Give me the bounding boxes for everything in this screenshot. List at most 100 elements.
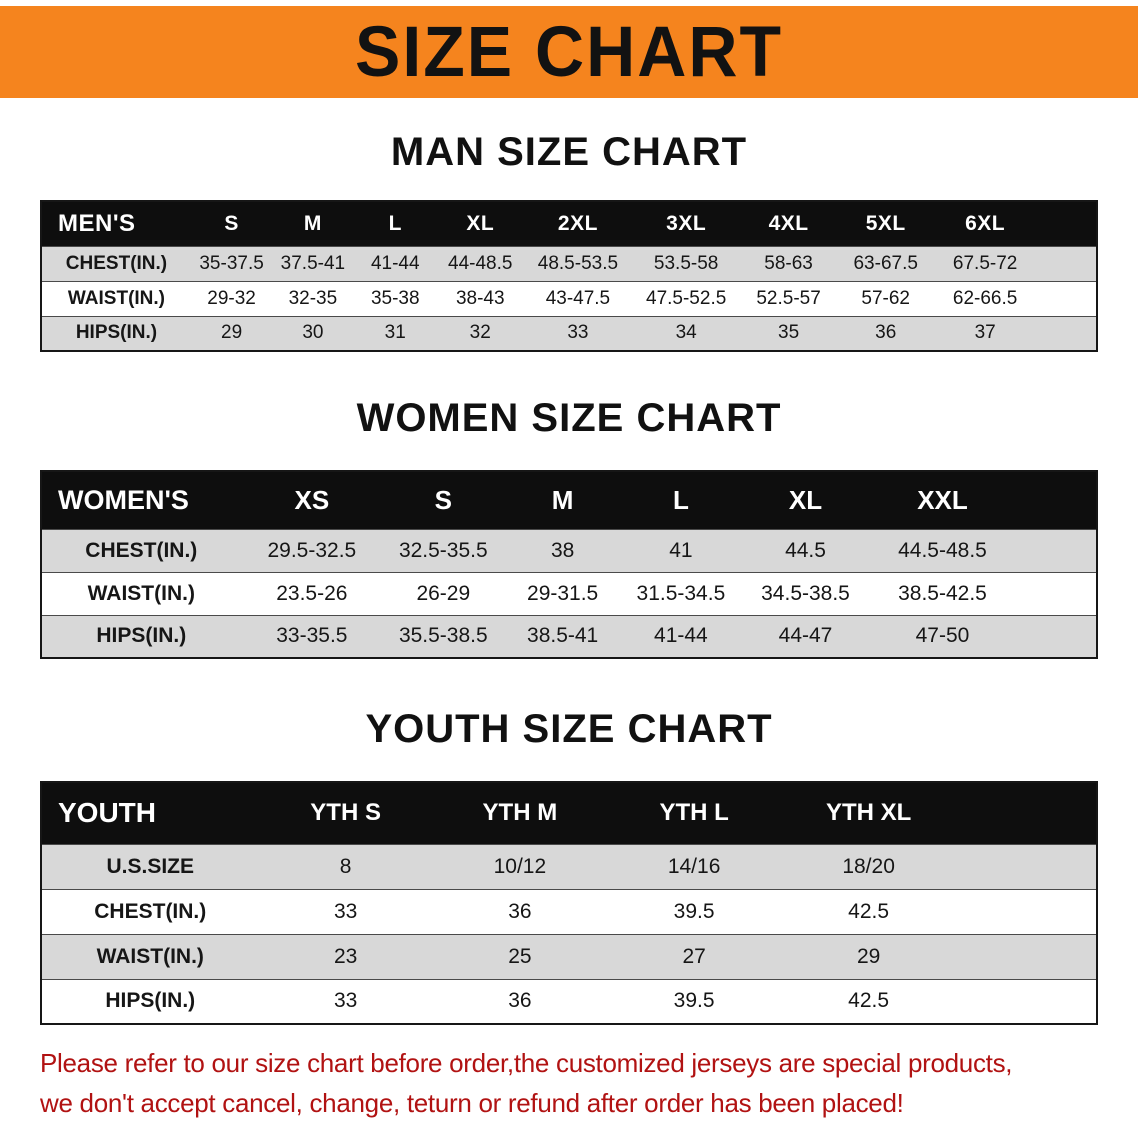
women-size-table: WOMEN'S XS S M L XL XXL CHEST(IN.) 29.5-32.5 32.5… [40, 470, 1098, 659]
youth-size-header-cell: YTH M [432, 782, 607, 844]
mens-value-cell: 33 [523, 315, 633, 351]
womens-value-cell: 26-29 [383, 571, 504, 615]
youth-value-cell: 18/20 [781, 843, 1097, 889]
mens-value-cell: 37 [934, 315, 1097, 351]
youth-row-label-cell: U.S.SIZE [41, 843, 259, 889]
womens-value-cell: 44-47 [740, 614, 871, 658]
youth-row-label-cell: WAIST(IN.) [41, 933, 259, 979]
mens-value-cell: 38-43 [436, 280, 524, 316]
youth-row-label-cell: CHEST(IN.) [41, 888, 259, 934]
mens-size-header-cell: 4XL [740, 201, 838, 246]
mens-size-header-cell: M [272, 201, 354, 246]
womens-value-cell: 44.5 [740, 528, 871, 572]
banner-title: SIZE CHART [355, 12, 783, 92]
mens-row-label-cell: CHEST(IN.) [41, 245, 191, 281]
youth-value-cell: 10/12 [432, 843, 607, 889]
youth-value-cell: 42.5 [781, 888, 1097, 934]
mens-value-cell: 43-47.5 [523, 280, 633, 316]
youth-header-row: YOUTH YTH S YTH M YTH L YTH XL [41, 782, 1097, 844]
womens-value-cell: 41-44 [621, 614, 741, 658]
womens-value-cell: 47-50 [870, 614, 1097, 658]
mens-size-header-cell: XL [436, 201, 524, 246]
womens-header-row: WOMEN'S XS S M L XL XXL [41, 471, 1097, 529]
youth-table-row: CHEST(IN.) 33 36 39.5 42.5 [41, 888, 1097, 934]
youth-table-title-cell: YOUTH [41, 782, 259, 844]
womens-table-title-cell: WOMEN'S [41, 471, 241, 529]
mens-value-cell: 67.5-72 [934, 245, 1097, 281]
womens-size-header-cell: S [383, 471, 504, 529]
womens-value-cell: 38.5-42.5 [870, 571, 1097, 615]
disclaimer: Please refer to our size chart before or… [40, 1043, 1138, 1123]
mens-value-cell: 36 [837, 315, 935, 351]
mens-value-cell: 63-67.5 [837, 245, 935, 281]
youth-size-header-cell: YTH S [258, 782, 433, 844]
mens-value-cell: 35 [740, 315, 838, 351]
womens-value-cell: 29-31.5 [503, 571, 622, 615]
mens-value-cell: 35-38 [353, 280, 437, 316]
womens-size-header-cell: XL [740, 471, 871, 529]
mens-size-header-cell: 3XL [632, 201, 740, 246]
womens-value-cell: 33-35.5 [240, 614, 384, 658]
womens-table-row: WAIST(IN.) 23.5-26 26-29 29-31.5 31.5-34.5 34… [41, 571, 1097, 615]
mens-header-row: MEN'S S M L XL 2XL 3XL 4XL 5XL 6XL [41, 201, 1097, 246]
mens-value-cell: 32-35 [272, 280, 354, 316]
womens-value-cell: 41 [621, 528, 741, 572]
youth-value-cell: 33 [258, 978, 433, 1024]
youth-value-cell: 36 [432, 888, 607, 934]
mens-size-header-cell: L [353, 201, 437, 246]
youth-size-chart-heading: YOUTH SIZE CHART [365, 707, 773, 751]
womens-value-cell: 23.5-26 [240, 571, 384, 615]
womens-row-label-cell: CHEST(IN.) [41, 528, 241, 572]
mens-size-header-cell: 2XL [523, 201, 633, 246]
mens-value-cell: 62-66.5 [934, 280, 1097, 316]
womens-table-row: CHEST(IN.) 29.5-32.5 32.5-35.5 38 41 44.5 44.5… [41, 528, 1097, 572]
size-chart-page: SIZE CHART MAN SIZE CHART MEN'S S M L XL 2XL 3… [0, 6, 1138, 1123]
youth-value-cell: 36 [432, 978, 607, 1024]
youth-value-cell: 33 [258, 888, 433, 934]
mens-value-cell: 31 [353, 315, 437, 351]
womens-value-cell: 31.5-34.5 [621, 571, 741, 615]
mens-table-row: WAIST(IN.) 29-32 32-35 35-38 38-43 43-47.5 47.… [41, 280, 1097, 316]
disclaimer-line-2: we don't accept cancel, change, teturn o… [40, 1088, 904, 1118]
womens-size-header-cell: M [503, 471, 622, 529]
youth-value-cell: 23 [258, 933, 433, 979]
youth-table-row: WAIST(IN.) 23 25 27 29 [41, 933, 1097, 979]
youth-value-cell: 42.5 [781, 978, 1097, 1024]
mens-value-cell: 52.5-57 [740, 280, 838, 316]
youth-value-cell: 39.5 [607, 978, 782, 1024]
mens-value-cell: 53.5-58 [632, 245, 740, 281]
mens-value-cell: 29-32 [190, 280, 273, 316]
disclaimer-line-1: Please refer to our size chart before or… [40, 1048, 1013, 1078]
mens-value-cell: 47.5-52.5 [632, 280, 740, 316]
youth-value-cell: 29 [781, 933, 1097, 979]
mens-table-row: HIPS(IN.) 29 30 31 32 33 34 35 36 37 [41, 315, 1097, 351]
womens-value-cell: 38 [503, 528, 622, 572]
size-chart-banner: SIZE CHART [0, 6, 1138, 98]
men-size-table: MEN'S S M L XL 2XL 3XL 4XL 5XL 6XL CHEST(IN.) 35-37… [40, 200, 1098, 352]
youth-value-cell: 25 [432, 933, 607, 979]
mens-value-cell: 44-48.5 [436, 245, 524, 281]
womens-size-header-cell: L [621, 471, 741, 529]
womens-value-cell: 34.5-38.5 [740, 571, 871, 615]
youth-value-cell: 8 [258, 843, 433, 889]
youth-value-cell: 27 [607, 933, 782, 979]
womens-value-cell: 38.5-41 [503, 614, 622, 658]
mens-value-cell: 34 [632, 315, 740, 351]
womens-size-header-cell: XXL [870, 471, 1097, 529]
youth-size-header-cell: YTH L [607, 782, 782, 844]
mens-value-cell: 37.5-41 [272, 245, 354, 281]
youth-size-table: YOUTH YTH S YTH M YTH L YTH XL U.S.SIZE 8 10/12… [40, 781, 1098, 1025]
mens-row-label-cell: HIPS(IN.) [41, 315, 191, 351]
youth-table-row: U.S.SIZE 8 10/12 14/16 18/20 [41, 843, 1097, 889]
mens-value-cell: 57-62 [837, 280, 935, 316]
womens-table-row: HIPS(IN.) 33-35.5 35.5-38.5 38.5-41 41-44 44-… [41, 614, 1097, 658]
youth-table-row: HIPS(IN.) 33 36 39.5 42.5 [41, 978, 1097, 1024]
youth-value-cell: 14/16 [607, 843, 782, 889]
mens-value-cell: 32 [436, 315, 524, 351]
mens-value-cell: 48.5-53.5 [523, 245, 633, 281]
mens-size-header-cell: 5XL [837, 201, 935, 246]
mens-size-header-cell: 6XL [934, 201, 1097, 246]
womens-value-cell: 29.5-32.5 [240, 528, 384, 572]
mens-size-header-cell: S [190, 201, 273, 246]
mens-value-cell: 41-44 [353, 245, 437, 281]
